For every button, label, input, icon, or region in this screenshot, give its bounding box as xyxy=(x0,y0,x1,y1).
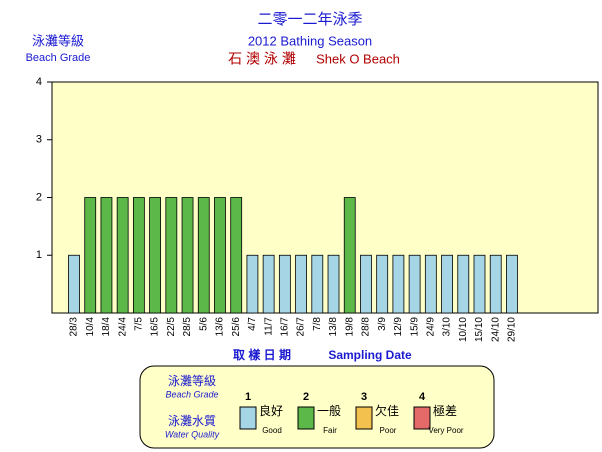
legend-quality-en: Water Quality xyxy=(165,429,220,439)
bar xyxy=(457,254,470,314)
y-label-en: Beach Grade xyxy=(26,52,91,64)
bar xyxy=(230,197,243,314)
bar xyxy=(246,254,259,314)
bar xyxy=(262,254,275,314)
x-tick-label: 16/5 xyxy=(150,317,161,337)
x-tick-label: 29/10 xyxy=(507,317,518,342)
bar xyxy=(360,254,372,314)
beach-name-zh: 石 澳 泳 灘 xyxy=(228,51,296,67)
legend-label-en: Very Poor xyxy=(428,426,463,435)
x-tick-label: 5/6 xyxy=(198,317,209,331)
y-tick-label: 2 xyxy=(36,191,42,203)
x-tick-label: 13/6 xyxy=(215,317,226,337)
bar xyxy=(392,254,405,314)
x-tick-label: 15/10 xyxy=(474,317,485,342)
bar xyxy=(408,254,421,314)
legend-swatch xyxy=(413,406,431,430)
legend-grade: 1 xyxy=(245,391,251,403)
bar xyxy=(295,254,307,314)
bar xyxy=(197,197,210,314)
x-tick-label: 3/10 xyxy=(442,317,453,337)
legend-label-en: Poor xyxy=(380,426,397,435)
x-tick-label: 3/9 xyxy=(377,317,388,331)
bar xyxy=(506,254,518,314)
legend-swatch xyxy=(239,406,257,430)
x-tick-label: 28/8 xyxy=(361,317,372,337)
legend-swatch xyxy=(297,406,315,430)
beach-name-en: Shek O Beach xyxy=(316,51,400,66)
x-tick-label: 11/7 xyxy=(263,317,274,336)
legend-grade: 3 xyxy=(361,391,367,403)
bar xyxy=(132,197,145,314)
bar xyxy=(441,254,453,314)
x-tick-label: 16/7 xyxy=(280,317,291,337)
x-tick-label: 12/9 xyxy=(393,317,404,337)
x-tick-label: 22/5 xyxy=(166,317,177,337)
legend-label-en: Good xyxy=(262,426,282,435)
bar xyxy=(116,197,129,314)
x-tick-label: 24/9 xyxy=(425,317,436,337)
y-tick-label: 4 xyxy=(36,76,42,88)
chart-subtitle: 2012 Bathing Season xyxy=(248,33,372,48)
legend-box xyxy=(139,365,495,449)
legend-grade-en: Beach Grade xyxy=(165,389,218,399)
bar xyxy=(165,197,178,314)
x-tick-label: 28/5 xyxy=(182,317,193,337)
bar xyxy=(311,254,324,314)
x-label-en: Sampling Date xyxy=(328,348,412,362)
legend-grade-zh: 泳灘等級 xyxy=(168,374,216,388)
x-tick-label: 19/8 xyxy=(344,317,355,337)
x-tick-label: 10/10 xyxy=(458,317,469,342)
bar xyxy=(149,197,162,314)
legend-label-zh: 欠佳 xyxy=(375,403,399,418)
bar xyxy=(68,254,80,314)
x-tick-label: 13/8 xyxy=(328,317,339,337)
x-tick-label: 4/7 xyxy=(247,317,258,331)
legend-label-zh: 良好 xyxy=(259,403,283,418)
bar xyxy=(327,254,340,314)
x-tick-label: 7/5 xyxy=(134,317,145,331)
bar xyxy=(278,254,291,314)
y-tick-label: 1 xyxy=(36,249,42,261)
x-tick-label: 15/9 xyxy=(409,317,420,337)
legend-label-zh: 一般 xyxy=(317,403,341,418)
legend-swatch xyxy=(355,406,373,430)
chart-title: 二零一二年泳季 xyxy=(257,11,362,28)
x-tick-label: 18/4 xyxy=(101,317,112,337)
x-tick-label: 26/7 xyxy=(296,317,307,337)
y-label-zh: 泳灘等級 xyxy=(32,33,84,48)
legend-label-zh: 極差 xyxy=(433,403,457,418)
x-tick-label: 25/6 xyxy=(231,317,242,337)
x-tick-label: 10/4 xyxy=(85,317,96,337)
x-label-zh: 取 樣 日 期 xyxy=(233,347,291,362)
legend-label-en: Fair xyxy=(323,426,337,435)
legend-grade: 2 xyxy=(303,391,309,403)
legend-quality-zh: 泳灘水質 xyxy=(168,413,216,428)
bar xyxy=(84,197,97,314)
x-tick-label: 7/8 xyxy=(312,317,323,331)
bar xyxy=(343,197,356,314)
bar xyxy=(181,197,194,314)
bar xyxy=(424,254,437,314)
x-tick-label: 28/3 xyxy=(69,317,80,337)
x-tick-label: 24/4 xyxy=(117,317,128,337)
bar xyxy=(489,254,502,314)
legend-grade: 4 xyxy=(419,391,426,403)
bar xyxy=(100,197,113,314)
bar xyxy=(473,254,486,314)
x-tick-label: 24/10 xyxy=(490,317,501,342)
bar xyxy=(214,197,226,314)
y-tick-label: 3 xyxy=(36,134,42,146)
bar xyxy=(376,254,389,314)
